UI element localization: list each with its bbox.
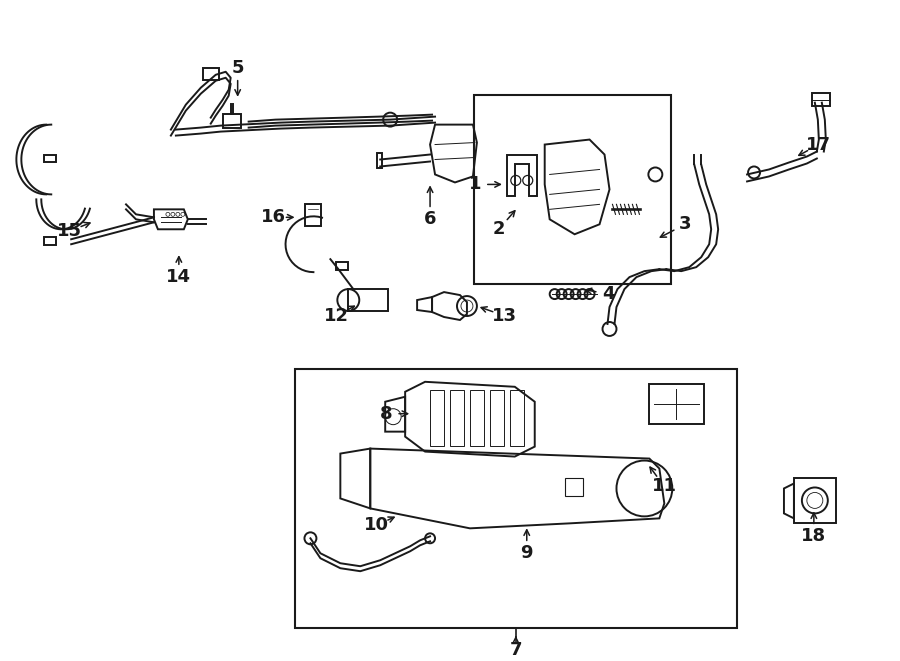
Bar <box>202 68 219 80</box>
Text: 14: 14 <box>166 268 192 286</box>
Bar <box>509 390 524 446</box>
Text: 5: 5 <box>231 59 244 77</box>
Bar <box>470 390 484 446</box>
Text: 16: 16 <box>261 208 286 226</box>
Bar <box>490 390 504 446</box>
Bar <box>295 369 737 628</box>
Text: 10: 10 <box>364 516 389 534</box>
Text: 7: 7 <box>509 641 522 659</box>
Text: 11: 11 <box>652 477 677 496</box>
Text: 8: 8 <box>380 405 392 422</box>
Bar <box>812 93 830 106</box>
Text: 15: 15 <box>57 222 82 240</box>
Text: 4: 4 <box>602 285 615 303</box>
Bar <box>44 155 56 163</box>
Text: 1: 1 <box>469 175 482 194</box>
Text: 17: 17 <box>806 136 832 153</box>
Text: 6: 6 <box>424 210 436 228</box>
Bar <box>222 114 240 128</box>
Text: 2: 2 <box>492 220 505 238</box>
Text: 9: 9 <box>520 544 533 563</box>
Text: 3: 3 <box>679 215 691 233</box>
Bar <box>337 262 348 270</box>
Text: 18: 18 <box>801 527 826 545</box>
Bar <box>474 95 671 284</box>
Text: 13: 13 <box>492 307 517 325</box>
Bar <box>305 204 321 226</box>
Bar <box>430 390 444 446</box>
Bar <box>44 237 56 245</box>
Text: 12: 12 <box>324 307 349 325</box>
Bar <box>564 479 582 496</box>
Bar <box>650 384 704 424</box>
Bar <box>377 153 382 169</box>
Bar <box>450 390 464 446</box>
